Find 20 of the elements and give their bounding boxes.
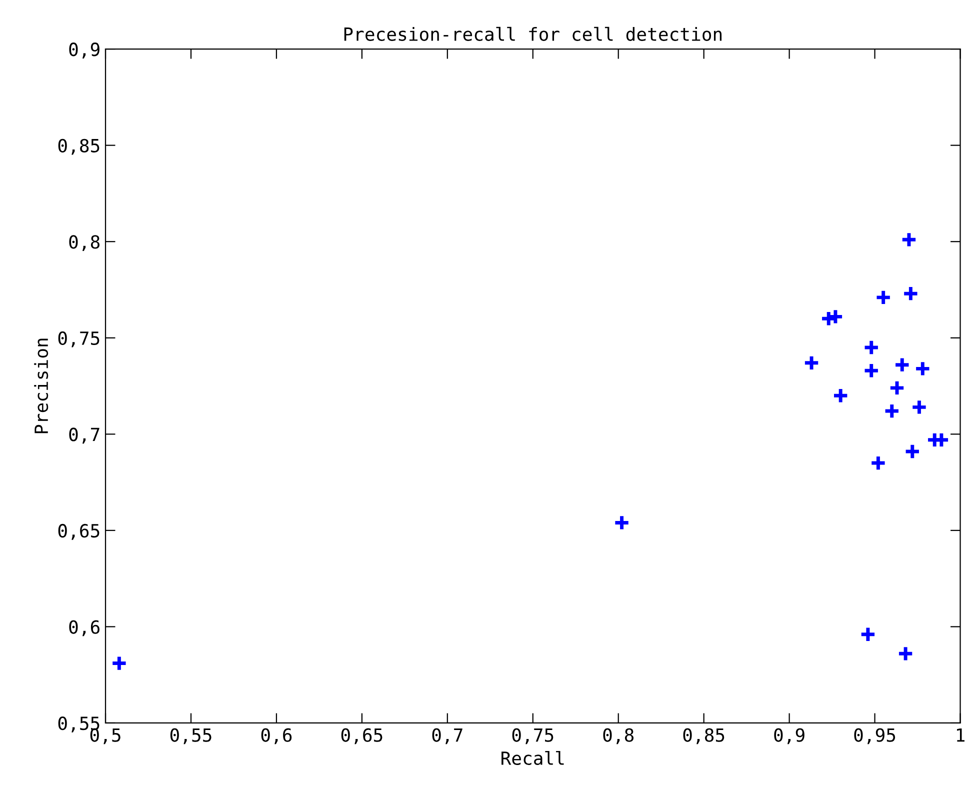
x-tick-label: 0,9 — [774, 728, 804, 744]
x-tick-label: 0,8 — [603, 728, 634, 744]
y-tick-label: 0,75 — [58, 331, 100, 348]
x-tick-label: 1 — [956, 728, 964, 742]
x-tick-label: 0,55 — [170, 728, 212, 744]
x-tick-label: 0,75 — [512, 728, 554, 744]
y-tick-label: 0,9 — [69, 42, 100, 58]
chart-title: Precesion-recall for cell detection — [344, 26, 722, 41]
x-tick-label: 0,6 — [261, 728, 292, 744]
y-axis-title: Precision — [34, 338, 48, 434]
y-tick-label: 0,85 — [58, 138, 100, 155]
y-tick-label: 0,7 — [69, 428, 100, 444]
y-tick-label: 0,6 — [69, 620, 100, 636]
y-tick-label: 0,65 — [58, 524, 100, 540]
x-tick-label: 0,85 — [683, 728, 724, 744]
x-tick-label: 0,7 — [432, 728, 462, 744]
x-tick-label: 0,65 — [341, 728, 382, 744]
x-axis-title: Recall — [502, 750, 564, 766]
x-tick-label: 0,95 — [854, 728, 896, 744]
y-tick-label: 0,8 — [69, 235, 100, 252]
